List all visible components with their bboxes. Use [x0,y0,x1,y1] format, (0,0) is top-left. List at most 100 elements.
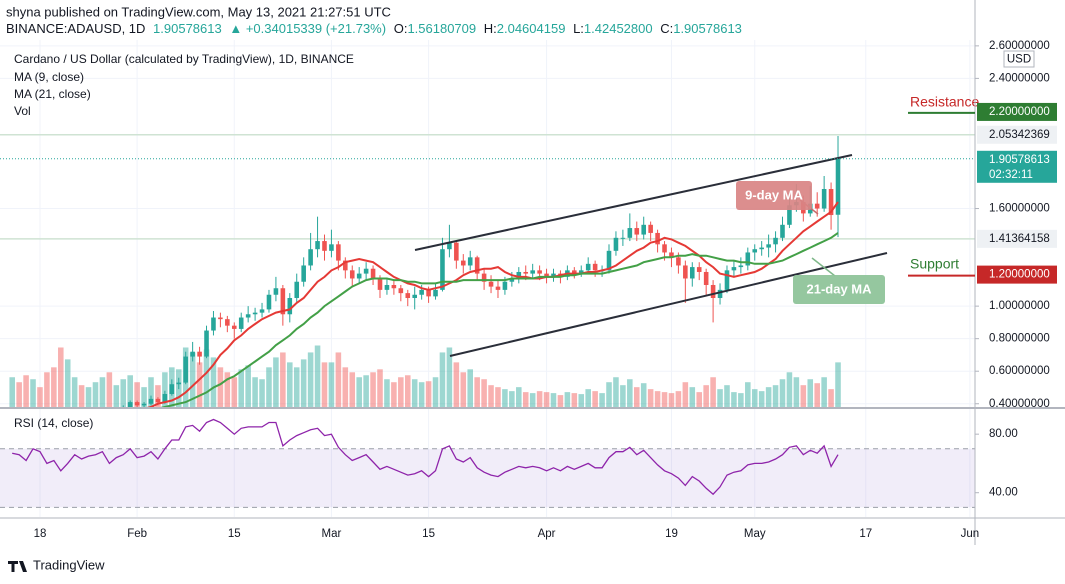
volume-bar [779,379,786,407]
volume-bar [439,352,446,407]
y-tick-label: 2.40000000 [989,72,1050,84]
volume-bar [432,377,439,407]
volume-bar [78,385,85,407]
candle-body [225,319,230,326]
volume-bar [307,352,314,407]
candle-body [433,289,438,297]
volume-bar [488,385,494,407]
volume-bar [647,389,654,407]
volume-bar [85,387,92,407]
candle-body [662,244,667,253]
candle-body [509,278,515,282]
y-tick-label: 0.40000000 [989,398,1050,410]
rsi-tick-label: 40.00 [989,487,1018,499]
price-badge [977,150,1057,183]
volume-bar [474,377,480,407]
volume-bar [92,382,99,407]
currency: USD [1007,54,1031,66]
volume-bar [772,385,779,407]
candle-body [641,224,646,235]
candle-body [516,271,522,279]
candle-body [308,249,313,266]
candle-body [315,241,320,250]
volume-bar [363,375,369,407]
candle-body [52,414,57,416]
footer-brand: TradingView [33,557,105,572]
volume-bar [377,369,383,407]
candle-layer [45,135,841,416]
candle-body [523,271,529,274]
candle-body [218,317,223,320]
volume-bar [16,382,22,407]
channel-lower [449,252,888,357]
candle-body [627,228,633,238]
volume-bar [793,377,800,407]
candle-body [835,158,841,215]
candle-body [710,284,716,299]
candle-body [669,252,674,258]
candle-body [45,410,50,413]
volume-bar [259,379,265,407]
price-badge-label: 2.05342369 [989,129,1050,141]
volume-bar [654,391,661,407]
candle-body [676,257,681,266]
candle-body [759,247,764,250]
candle-body [724,270,730,290]
volume-bar [710,377,716,407]
candle-body [696,267,702,272]
volume-bar [557,395,564,407]
candle-body [703,271,709,285]
candle-body [814,203,820,209]
volume-bar [835,362,841,407]
y-tick-label: 2.60000000 [989,40,1050,52]
volume-bar [196,362,203,407]
volume-bar [342,367,349,407]
volume-bar [516,387,522,407]
volume-bar [210,357,217,407]
candle-body [273,288,279,295]
candle-body [162,393,168,403]
volume-bar [391,382,397,407]
candle-body [572,270,577,274]
volume-bar [682,382,689,407]
candle-body [322,241,327,251]
volume-bar [328,362,335,407]
candle-body [377,278,383,290]
volume-bar [522,392,529,407]
candle-body [731,267,737,271]
candle-body [606,250,612,271]
volume-bar [300,359,307,407]
x-tick-label: Apr [538,528,556,540]
candle-body [356,273,362,279]
candle-body [620,237,626,239]
candle-body [405,293,411,299]
volume-bar [578,394,585,407]
candle-body [176,382,182,385]
candle-body [127,402,133,407]
x-tick-label: Feb [127,528,147,540]
candle-body [613,237,619,251]
volume-bar [786,372,793,407]
candle-body [537,270,542,274]
volume-bar [58,347,64,407]
candle-body [745,252,751,266]
volume-bar [529,393,536,407]
volume-bar [245,365,251,407]
volume-bar [203,349,210,407]
volume-bar [481,379,487,407]
volume-bar [349,372,356,407]
ohlc-value: 1.42452800 [584,21,653,36]
volume-bar [238,369,244,407]
volume-bar [266,367,272,407]
volume-bar [273,357,279,407]
volume-bar [384,379,390,407]
rsi-band [0,448,975,508]
rsi-layer [0,418,975,508]
price-badge [977,265,1057,284]
candle-body [301,265,306,282]
volume-bar [217,367,224,407]
volume-bar [606,382,612,407]
candle-body [585,263,591,271]
volume-bar [738,393,744,407]
candle-body [134,402,140,406]
